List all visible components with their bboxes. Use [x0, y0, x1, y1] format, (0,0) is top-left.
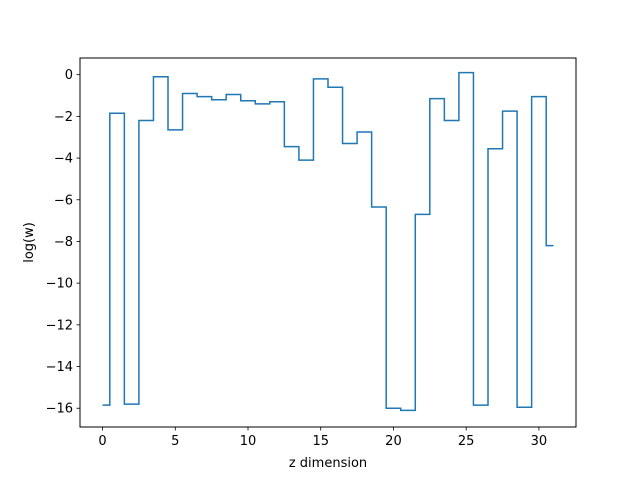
- y-tick-label: −8: [54, 235, 73, 250]
- y-tick-label: −14: [46, 360, 73, 375]
- y-tick-label: −10: [46, 277, 73, 292]
- x-axis-label: z dimension: [289, 456, 367, 471]
- y-axis-label: log(w): [22, 222, 37, 263]
- x-tick-label: 0: [98, 434, 106, 449]
- y-tick-label: −4: [54, 152, 73, 167]
- x-tick-label: 30: [531, 434, 548, 449]
- y-tick-label: −2: [54, 110, 73, 125]
- y-tick-label: −12: [46, 318, 73, 333]
- y-tick-label: −6: [54, 193, 73, 208]
- x-tick-label: 10: [240, 434, 257, 449]
- axes-frame: [79, 57, 577, 428]
- x-tick-label: 5: [171, 434, 179, 449]
- series-line-0: [102, 71, 554, 412]
- y-tick-label: −16: [46, 402, 73, 417]
- x-tick-label: 25: [458, 434, 475, 449]
- y-tick-label: 0: [65, 68, 73, 83]
- x-tick-label: 15: [312, 434, 329, 449]
- x-tick-label: 20: [385, 434, 402, 449]
